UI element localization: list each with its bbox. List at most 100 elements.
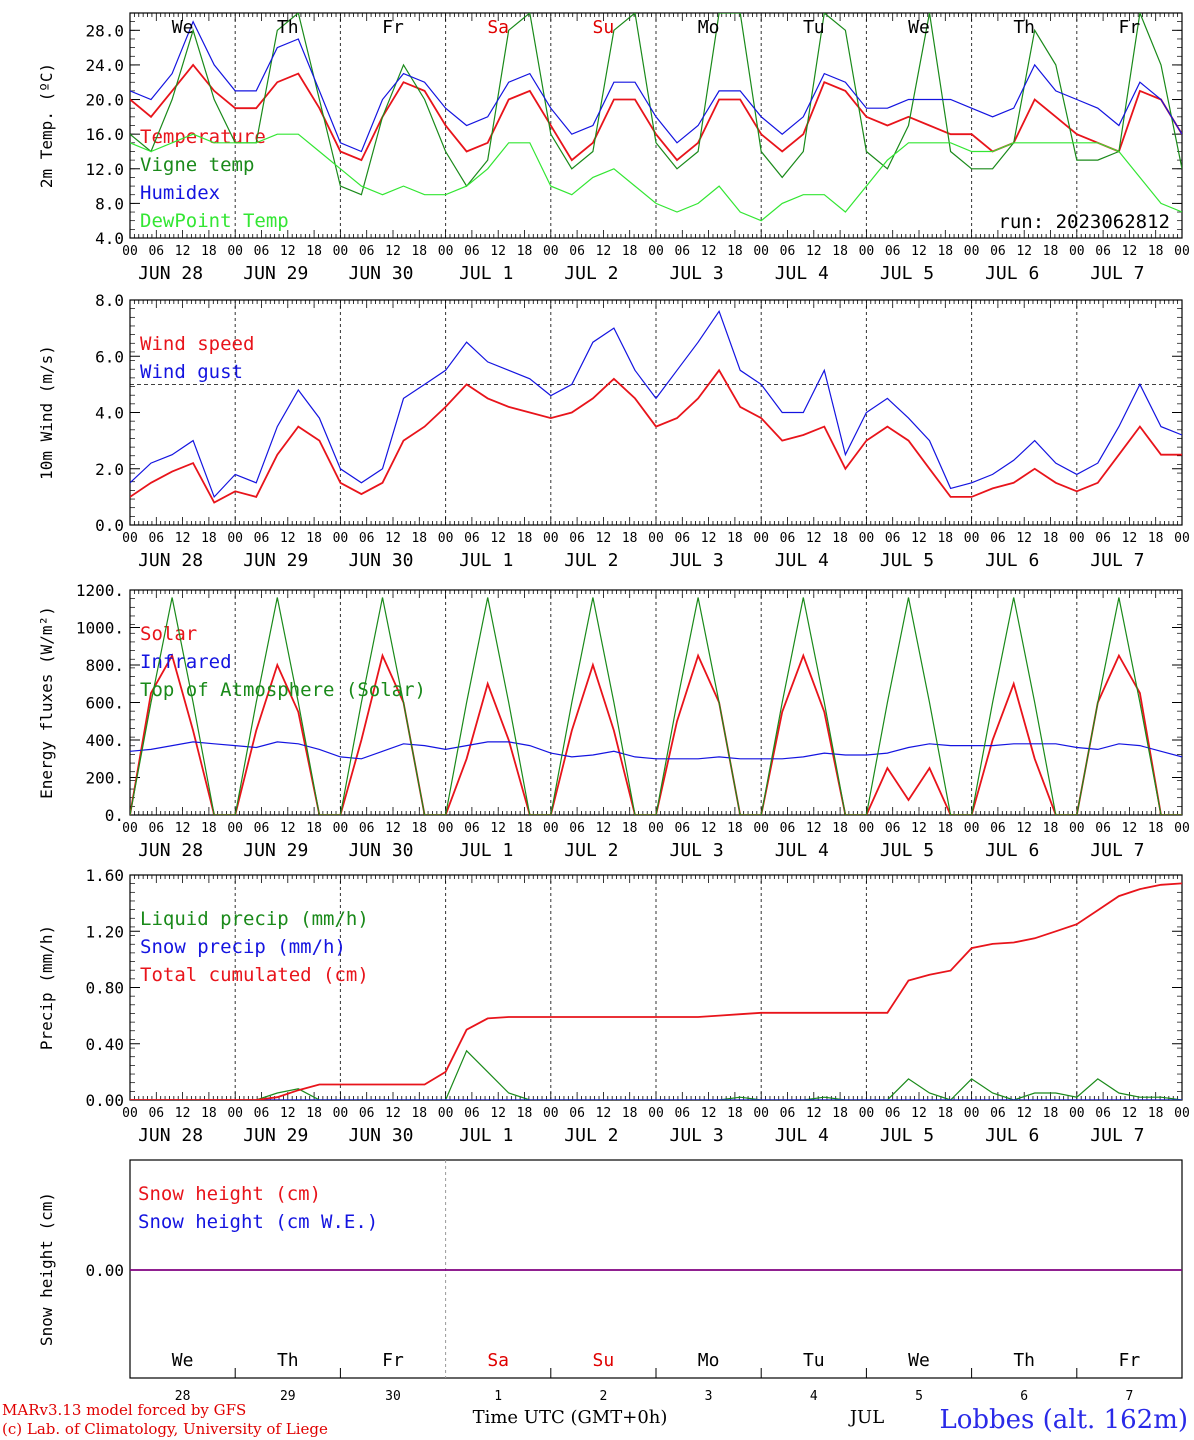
legend-snow-precip-mm-h: Snow precip (mm/h) <box>140 936 346 958</box>
y-tick-label: 1200. <box>76 581 124 600</box>
hour-tick-label: 12 <box>701 821 717 836</box>
day-number: 30 <box>385 1389 401 1404</box>
hour-tick-label: 06 <box>1095 531 1111 546</box>
hour-tick-label: 12 <box>490 531 506 546</box>
date-label: JUN 30 <box>348 550 413 571</box>
hour-tick-label: 12 <box>806 244 822 259</box>
date-label: JUL 4 <box>775 1125 829 1146</box>
date-label: JUL 5 <box>880 550 934 571</box>
hour-tick-label: 18 <box>517 821 533 836</box>
top-of-atmosphere-solar-line <box>130 597 1182 815</box>
y-axis-label: 10m Wind (m/s) <box>37 345 56 480</box>
date-label: JUL 6 <box>985 263 1039 284</box>
hour-tick-label: 12 <box>701 244 717 259</box>
hour-tick-label: 00 <box>1174 821 1190 836</box>
legend-temperature: Temperature <box>140 126 266 148</box>
legend-humidex: Humidex <box>140 182 220 204</box>
hour-tick-label: 06 <box>780 244 796 259</box>
infrared-line <box>130 741 1182 760</box>
hour-tick-label: 00 <box>964 531 980 546</box>
legend-vigne-temp: Vigne temp <box>140 154 254 176</box>
date-label: JUL 2 <box>564 840 618 861</box>
day-name: We <box>908 17 930 38</box>
date-label: JUN 29 <box>243 263 308 284</box>
day-name: Fr <box>382 1350 404 1371</box>
hour-tick-label: 18 <box>727 244 743 259</box>
legend-snow-height-cm: Snow height (cm) <box>138 1183 321 1205</box>
hour-tick-label: 06 <box>780 821 796 836</box>
date-label: JUL 5 <box>880 263 934 284</box>
hour-tick-label: 18 <box>411 1106 427 1121</box>
hour-tick-label: 00 <box>543 244 559 259</box>
legend-top-of-atmosphere-solar: Top of Atmosphere (Solar) <box>140 679 426 701</box>
hour-tick-label: 06 <box>359 821 375 836</box>
date-label: JUN 28 <box>138 550 203 571</box>
hour-tick-label: 12 <box>596 1106 612 1121</box>
hour-tick-label: 12 <box>596 531 612 546</box>
date-label: JUN 29 <box>243 1125 308 1146</box>
day-name: Th <box>1013 1350 1035 1371</box>
date-label: JUN 30 <box>348 1125 413 1146</box>
hour-tick-label: 00 <box>333 531 349 546</box>
panel-5: Snow height (cm) 0.00 Snow height (cm) Snow… <box>37 1159 1183 1379</box>
hour-tick-label: 18 <box>937 531 953 546</box>
hour-tick-label: 00 <box>122 531 138 546</box>
y-axis-label: Precip (mm/h) <box>37 925 56 1050</box>
hour-tick-label: 00 <box>543 531 559 546</box>
hour-tick-label: 12 <box>175 244 191 259</box>
hour-tick-label: 12 <box>490 244 506 259</box>
liquid-precip-mm-h-line <box>130 1049 1182 1100</box>
hour-tick-label: 18 <box>622 244 638 259</box>
day-name: Fr <box>1119 17 1141 38</box>
hour-tick-label: 00 <box>648 531 664 546</box>
hour-tick-label: 18 <box>306 1106 322 1121</box>
hour-tick-label: 00 <box>1069 1106 1085 1121</box>
y-axis-label: 2m Temp. (ºC) <box>37 63 56 188</box>
hour-tick-label: 06 <box>674 821 690 836</box>
hour-tick-label: 00 <box>333 1106 349 1121</box>
hour-tick-label: 00 <box>859 531 875 546</box>
hour-tick-label: 12 <box>701 1106 717 1121</box>
hour-tick-label: 06 <box>359 1106 375 1121</box>
y-tick-label: 200. <box>85 769 124 788</box>
hour-tick-label: 00 <box>333 244 349 259</box>
date-label: JUL 7 <box>1090 550 1144 571</box>
hour-tick-label: 00 <box>333 821 349 836</box>
hour-tick-label: 06 <box>464 244 480 259</box>
wind-gust-line <box>130 309 1182 499</box>
hour-tick-label: 18 <box>622 531 638 546</box>
hour-tick-label: 06 <box>569 244 585 259</box>
hour-tick-label: 12 <box>806 821 822 836</box>
hour-tick-label: 06 <box>1095 244 1111 259</box>
hour-tick-label: 06 <box>990 1106 1006 1121</box>
hour-tick-label: 18 <box>517 531 533 546</box>
day-name: Tu <box>803 1350 825 1371</box>
day-name: Th <box>277 1350 299 1371</box>
day-number: 28 <box>175 1389 191 1404</box>
model-credit: MARv3.13 model forced by GFS <box>2 1401 246 1419</box>
date-label: JUL 7 <box>1090 1125 1144 1146</box>
panel-frame <box>129 589 1183 816</box>
date-label: JUN 30 <box>348 840 413 861</box>
hour-tick-label: 00 <box>122 244 138 259</box>
humidex-line <box>130 20 1182 153</box>
month-label: JUL <box>848 1407 884 1428</box>
hour-tick-label: 00 <box>753 821 769 836</box>
legend-snow-height-cm-w-e: Snow height (cm W.E.) <box>138 1211 378 1233</box>
hour-tick-label: 12 <box>175 821 191 836</box>
hour-tick-label: 18 <box>727 1106 743 1121</box>
hour-tick-label: 12 <box>490 821 506 836</box>
hour-tick-label: 00 <box>122 1106 138 1121</box>
hour-tick-label: 18 <box>201 244 217 259</box>
hour-tick-label: 06 <box>254 1106 270 1121</box>
hour-tick-label: 18 <box>1148 531 1164 546</box>
date-label: JUL 4 <box>775 550 829 571</box>
hour-tick-label: 00 <box>438 244 454 259</box>
hour-tick-label: 12 <box>280 821 296 836</box>
hour-tick-label: 12 <box>806 1106 822 1121</box>
day-name: Su <box>593 1350 615 1371</box>
hour-tick-label: 00 <box>122 821 138 836</box>
hour-tick-label: 06 <box>674 531 690 546</box>
date-label: JUL 1 <box>459 550 513 571</box>
hour-tick-label: 06 <box>464 821 480 836</box>
